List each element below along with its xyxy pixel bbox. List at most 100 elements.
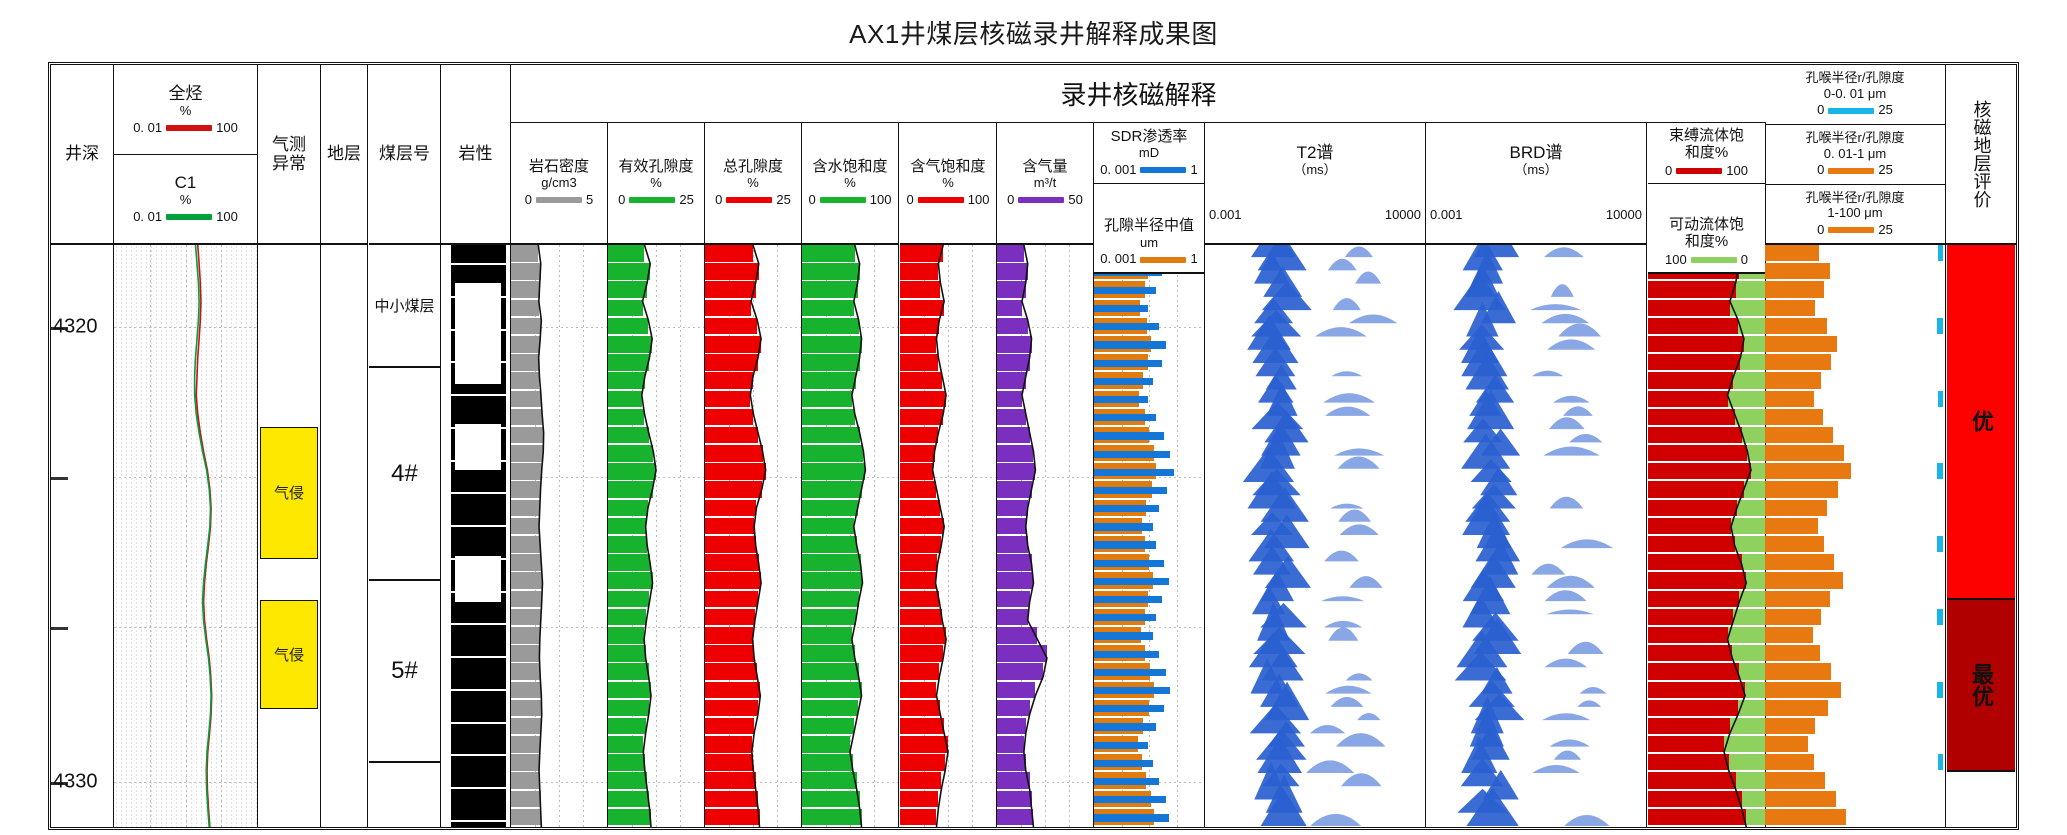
fill-bar xyxy=(511,554,542,571)
fill-bar xyxy=(1648,299,1730,316)
fill-bar xyxy=(900,426,939,444)
scale-max: 100 xyxy=(1726,162,1748,178)
col-depth: 井深 4320 4330 xyxy=(51,65,114,827)
header-pt-radius-c: 孔喉半径r/孔隙度 1-100 μm 0 25 xyxy=(1765,185,1945,245)
t2-spectrum-unit: （ms） xyxy=(1293,162,1337,178)
grid-line-h xyxy=(900,326,996,328)
grid-line-h xyxy=(608,326,704,328)
grid-line xyxy=(1045,245,1046,827)
coal-line xyxy=(450,623,506,626)
fill-bar xyxy=(705,517,755,535)
prm-scale: 0. 001 1 xyxy=(1095,252,1203,267)
brd-spectrum-title: BRD谱 xyxy=(1509,143,1563,163)
fill-bar xyxy=(608,499,648,517)
scale-swatch xyxy=(1828,107,1875,114)
coal-band xyxy=(453,554,504,605)
coal-line xyxy=(450,394,506,397)
fill-bar xyxy=(997,772,1030,790)
fill-bar xyxy=(1094,686,1171,695)
grid-line xyxy=(1149,245,1150,827)
header-brd-spectrum: BRD谱 （ms） 0.001 10000 xyxy=(1426,123,1646,245)
fill-bar xyxy=(997,590,1030,608)
fill-bar xyxy=(1648,281,1736,298)
ga-line1: 气测 xyxy=(272,134,306,154)
nmr-eval-title: 核磁地层评价 xyxy=(1971,100,1992,208)
th-title: 全烃 xyxy=(168,83,203,103)
header-effective-porosity: 有效孔隙度% 0 25 xyxy=(608,123,704,245)
depth-tick xyxy=(51,476,68,480)
fill-bar xyxy=(900,645,944,662)
fill-bar xyxy=(705,554,759,571)
grid-line-h xyxy=(608,476,704,478)
coal-line xyxy=(450,361,506,364)
fill-bar xyxy=(1765,790,1836,807)
fill-bar xyxy=(608,426,649,444)
fill-bar xyxy=(705,536,756,553)
grid-line-h xyxy=(900,626,996,628)
fill-bar xyxy=(1765,736,1809,753)
fill-bar xyxy=(1765,554,1835,571)
seam-title: 煤层号 xyxy=(379,144,430,164)
header-gas-saturation: 含气饱和度% 0 100 xyxy=(900,123,996,245)
scale-swatch xyxy=(917,197,964,204)
fill-bar xyxy=(1765,536,1825,553)
col-hydrocarbon: 全烃% 0. 01 100 C1% 0. 01 100 xyxy=(114,65,258,827)
grid-line xyxy=(583,245,584,827)
body-formation xyxy=(321,245,367,827)
scale-swatch xyxy=(1676,167,1723,174)
fill-bar xyxy=(900,317,940,335)
fill-bar xyxy=(608,445,654,462)
pt-radius-b-scale: 0 25 xyxy=(1766,163,1944,178)
fill-bar xyxy=(802,736,850,753)
curve-path xyxy=(802,245,898,827)
scale-swatch xyxy=(1828,227,1875,234)
fill-bar xyxy=(997,699,1030,717)
col-seam-no: 煤层号 中小煤层 4# 5# xyxy=(369,65,441,827)
body-depth: 4320 4330 xyxy=(51,245,113,827)
fill-bar xyxy=(1765,699,1829,716)
scale-max: 25 xyxy=(1878,162,1893,178)
fill-bar xyxy=(511,463,542,480)
fill-bar xyxy=(900,445,935,462)
header-gas-anomaly: 气测 异常 xyxy=(258,65,320,245)
col-gas-content: 含气量 m³/t 0 50 xyxy=(997,65,1094,827)
fill-bar xyxy=(1729,717,1765,735)
fill-bar xyxy=(1648,481,1744,498)
pt-radius-a-scale: 0 25 xyxy=(1766,103,1944,118)
fill-bar xyxy=(1094,377,1153,386)
header-water-saturation: 含水饱和度% 0 100 xyxy=(802,123,898,245)
curve-path xyxy=(900,245,996,827)
bfs-scale: 0 100 xyxy=(1649,162,1764,179)
fill-bar xyxy=(608,536,648,553)
fill-bar xyxy=(705,426,758,444)
total-porosity-scale: 0 25 xyxy=(706,192,800,208)
col-brd-spectrum: BRD谱 （ms） 0.001 10000 xyxy=(1426,65,1647,827)
fill-bar xyxy=(997,263,1028,280)
fill-bar xyxy=(1094,632,1153,640)
fill-bar xyxy=(1094,486,1168,495)
header-nmr-evaluation: 核磁地层评价 xyxy=(1946,65,2016,245)
fill-bar xyxy=(900,717,945,735)
body-water-saturation xyxy=(802,245,898,827)
fill-bar xyxy=(705,263,759,280)
fill-bar xyxy=(1731,517,1765,534)
scale-swatch xyxy=(1690,257,1737,264)
log-table-frame: 井深 4320 4330 全烃% 0. 01 100 C1% 0. 01 100 气测 异常 气侵 气侵… xyxy=(48,62,2019,830)
col-sdr-perm: SDR渗透率 mD 0. 001 1 孔隙半径中值 um 0. 001 1 xyxy=(1094,65,1205,827)
header-total-porosity: 总孔隙度% 0 25 xyxy=(705,123,801,245)
fill-bar xyxy=(900,554,938,571)
fill-bar xyxy=(705,808,760,826)
scale-min: 0. 001 xyxy=(1100,161,1137,177)
fill-bar xyxy=(802,481,862,499)
fill-bar xyxy=(511,445,544,462)
sdr-scale: 0. 001 1 xyxy=(1095,161,1203,178)
col-effective-porosity: 有效孔隙度% 0 25 xyxy=(608,65,705,827)
fill-bar xyxy=(997,536,1028,553)
fill-bar xyxy=(1741,790,1765,807)
grid-line-h xyxy=(608,781,704,783)
depth-label: 4320 xyxy=(53,315,98,338)
body-pore-throat-radius xyxy=(1765,245,1945,827)
fill-bar xyxy=(1727,626,1765,644)
fill-bar xyxy=(511,499,540,517)
fill-bar xyxy=(1745,681,1765,698)
